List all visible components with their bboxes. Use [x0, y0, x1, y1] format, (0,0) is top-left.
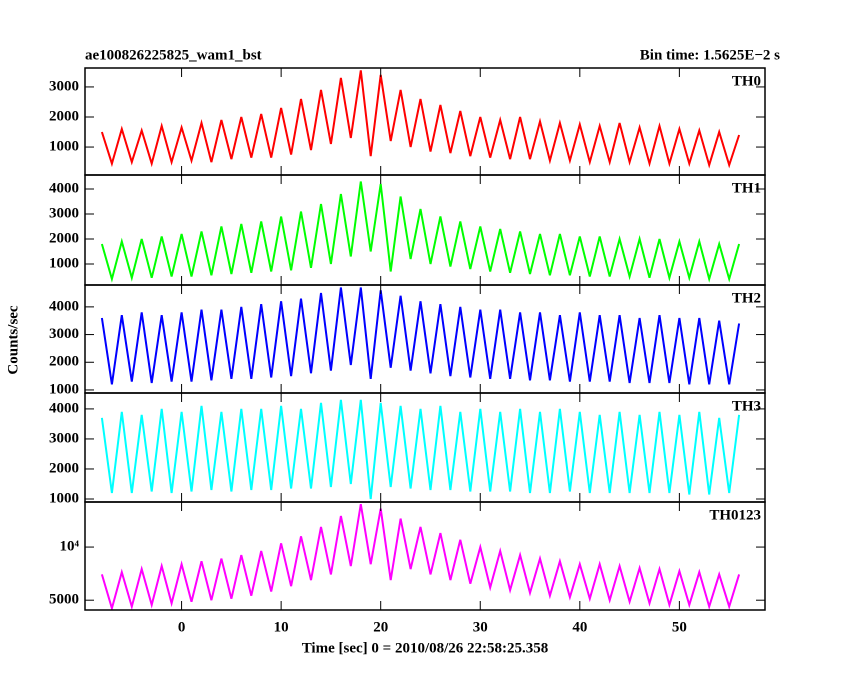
series-line: [100, 287, 741, 385]
series-line: [100, 70, 741, 169]
y-tick-label: 2000: [49, 460, 79, 476]
y-axis-label: Counts/sec: [5, 305, 21, 375]
y-tick-label: 1000: [49, 138, 79, 154]
y-tick-label: 5000: [49, 592, 79, 608]
x-tick-label: 10: [274, 619, 289, 635]
y-tick-label: 3000: [49, 430, 79, 446]
x-tick-label: 50: [672, 619, 687, 635]
y-tick-label: 1000: [49, 490, 79, 506]
legend-label: TH1: [732, 180, 761, 196]
y-tick-label: 1000: [49, 381, 79, 397]
y-tick-label: 3000: [49, 326, 79, 342]
series-line: [100, 399, 741, 500]
x-tick-label: 30: [473, 619, 488, 635]
y-tick-label: 3000: [49, 205, 79, 221]
y-tick-label: 4000: [49, 180, 79, 196]
y-tick-label: 2000: [49, 354, 79, 370]
series-line: [100, 504, 741, 610]
y-tick-label: 4000: [49, 400, 79, 416]
panel-frame: [84, 501, 766, 611]
y-tick-label: 2000: [49, 230, 79, 246]
y-tick-label: 10⁴: [60, 538, 80, 554]
chart-subtitle: Bin time: 1.5625E−2 s: [640, 47, 780, 63]
y-tick-label: 2000: [49, 108, 79, 124]
legend-label: TH2: [732, 290, 761, 306]
y-tick-label: 1000: [49, 255, 79, 271]
legend-label: TH0123: [709, 507, 761, 523]
y-tick-label: 4000: [49, 298, 79, 314]
x-axis-label: Time [sec] 0 = 2010/08/26 22:58:25.358: [302, 640, 549, 656]
x-tick-label: 40: [572, 619, 587, 635]
x-tick-label: 20: [373, 619, 388, 635]
y-tick-label: 3000: [49, 78, 79, 94]
legend-label: TH3: [732, 398, 761, 414]
chart-title: ae100826225825_wam1_bst: [85, 47, 262, 63]
x-tick-label: 0: [178, 619, 186, 635]
series-line: [100, 181, 741, 283]
legend-label: TH0: [732, 73, 761, 89]
